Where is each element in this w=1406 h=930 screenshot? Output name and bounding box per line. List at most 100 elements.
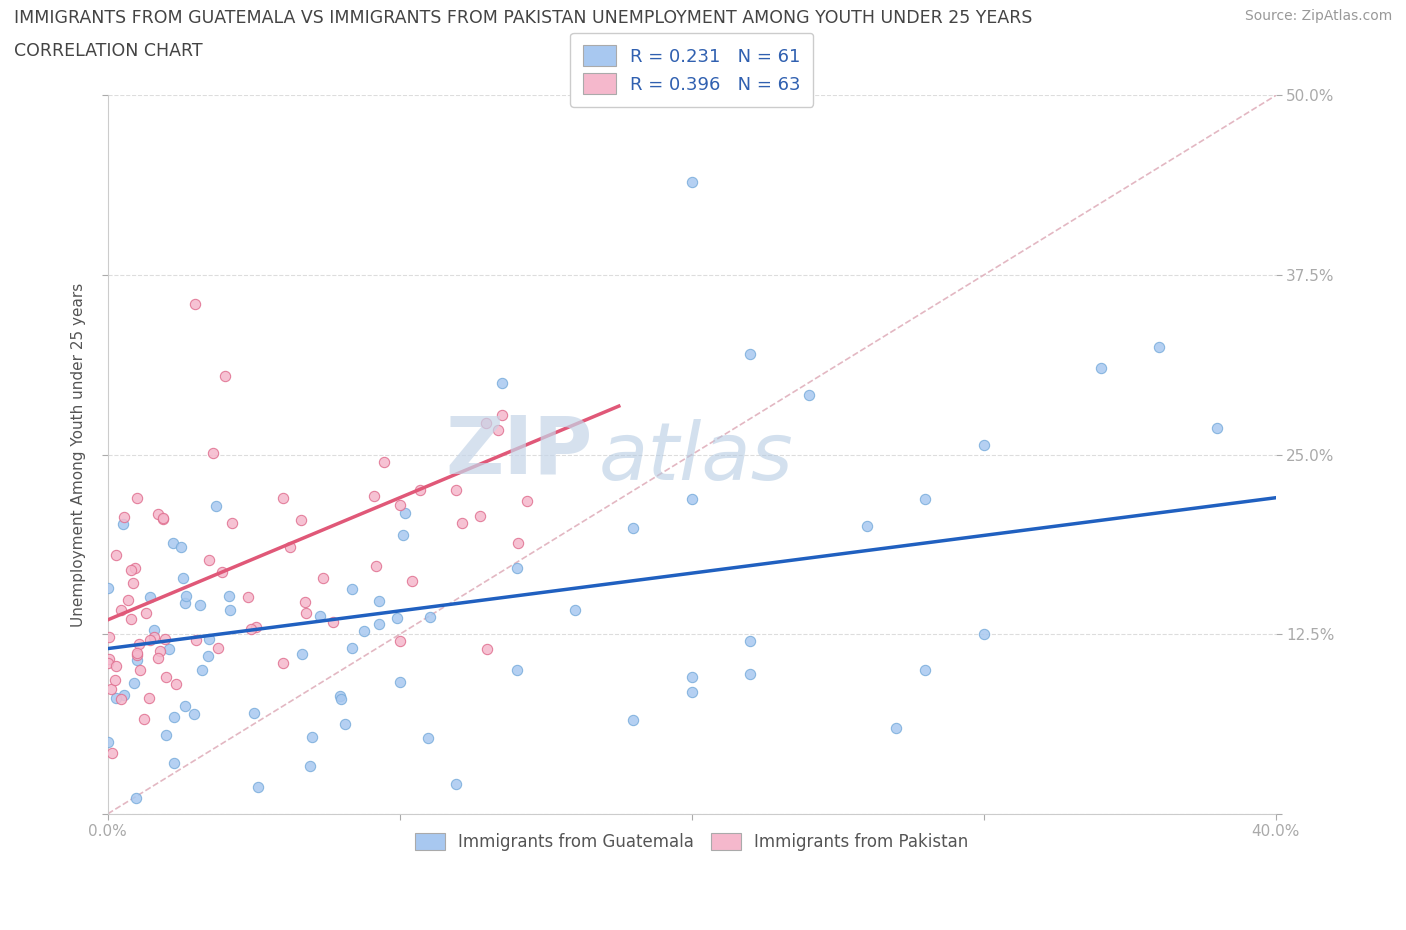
Point — [174, 589, 197, 604]
Point — [105, 548, 128, 563]
Point — [138, 691, 160, 706]
Point — [120, 563, 142, 578]
Point — [120, 611, 142, 626]
Point — [486, 423, 509, 438]
Legend: Immigrants from Guatemala, Immigrants from Pakistan: Immigrants from Guatemala, Immigrants fr… — [406, 825, 977, 859]
Text: IMMIGRANTS FROM GUATEMALA VS IMMIGRANTS FROM PAKISTAN UNEMPLOYMENT AMONG YOUTH U: IMMIGRANTS FROM GUATEMALA VS IMMIGRANTS … — [14, 9, 1032, 27]
Point — [366, 558, 388, 573]
Point — [278, 540, 301, 555]
Point — [505, 561, 527, 576]
Point — [207, 640, 229, 655]
Point — [340, 581, 363, 596]
Point — [142, 622, 165, 637]
Point — [681, 491, 703, 506]
Point — [856, 519, 879, 534]
Point — [973, 627, 995, 642]
Point — [143, 630, 166, 644]
Point — [914, 663, 936, 678]
Point — [516, 494, 538, 509]
Point — [1206, 421, 1229, 436]
Point — [477, 641, 499, 656]
Point — [170, 539, 193, 554]
Point — [221, 515, 243, 530]
Point — [98, 630, 121, 644]
Point — [245, 620, 267, 635]
Point — [122, 576, 145, 591]
Point — [301, 730, 323, 745]
Point — [385, 610, 408, 625]
Point — [183, 707, 205, 722]
Point — [97, 652, 120, 667]
Point — [122, 675, 145, 690]
Point — [363, 488, 385, 503]
Point — [391, 527, 413, 542]
Point — [110, 603, 132, 618]
Point — [139, 590, 162, 604]
Point — [211, 565, 233, 579]
Point — [1147, 339, 1170, 354]
Point — [155, 670, 177, 684]
Point — [205, 498, 228, 513]
Point — [373, 455, 395, 470]
Point — [368, 593, 391, 608]
Point — [353, 624, 375, 639]
Point — [174, 698, 197, 713]
Point — [506, 536, 529, 551]
Point — [188, 597, 211, 612]
Point — [218, 589, 240, 604]
Point — [409, 483, 432, 498]
Point — [146, 507, 169, 522]
Point — [127, 648, 149, 663]
Point — [446, 777, 468, 791]
Point — [157, 642, 180, 657]
Point — [884, 720, 907, 735]
Point — [388, 634, 411, 649]
Point — [165, 676, 187, 691]
Point — [186, 632, 208, 647]
Point — [240, 621, 263, 636]
Point — [681, 174, 703, 189]
Point — [294, 594, 316, 609]
Point — [125, 490, 148, 505]
Point — [125, 653, 148, 668]
Point — [110, 691, 132, 706]
Point — [152, 512, 174, 527]
Point — [128, 637, 150, 652]
Point — [97, 656, 120, 671]
Point — [172, 571, 194, 586]
Point — [330, 691, 353, 706]
Point — [914, 491, 936, 506]
Text: ZIP: ZIP — [446, 412, 592, 490]
Point — [491, 407, 513, 422]
Point — [973, 437, 995, 452]
Point — [152, 511, 174, 525]
Point — [238, 590, 260, 604]
Text: CORRELATION CHART: CORRELATION CHART — [14, 42, 202, 60]
Point — [740, 634, 762, 649]
Point — [97, 735, 120, 750]
Point — [153, 631, 176, 646]
Point — [311, 570, 333, 585]
Point — [104, 658, 127, 673]
Point — [621, 521, 644, 536]
Point — [148, 651, 170, 666]
Point — [290, 647, 312, 662]
Text: Source: ZipAtlas.com: Source: ZipAtlas.com — [1244, 9, 1392, 23]
Point — [335, 716, 357, 731]
Point — [134, 711, 156, 726]
Point — [740, 347, 762, 362]
Point — [340, 640, 363, 655]
Point — [271, 490, 294, 505]
Point — [388, 674, 411, 689]
Point — [190, 663, 212, 678]
Point — [111, 517, 134, 532]
Point — [174, 595, 197, 610]
Point — [138, 632, 160, 647]
Point — [740, 667, 762, 682]
Point — [388, 498, 411, 512]
Point — [135, 605, 157, 620]
Point — [797, 387, 820, 402]
Point — [401, 574, 423, 589]
Point — [242, 706, 264, 721]
Point — [214, 368, 236, 383]
